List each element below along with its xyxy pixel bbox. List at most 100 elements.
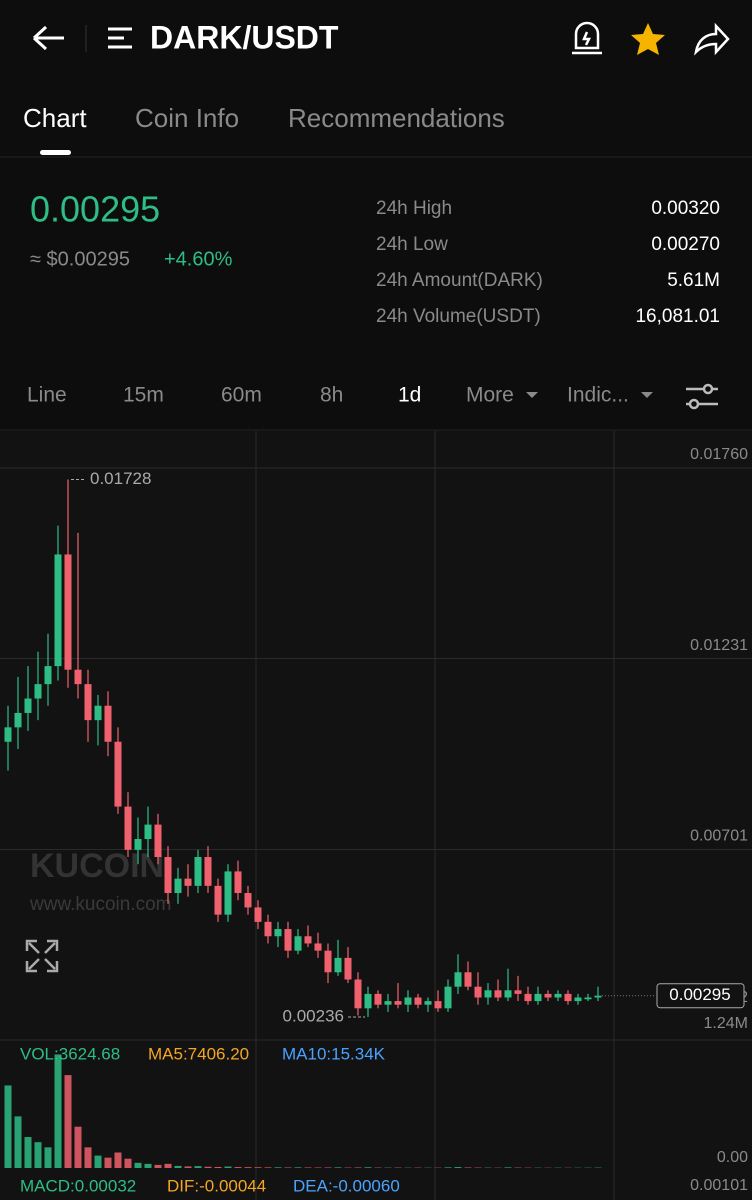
- last-price: 0.00295: [30, 189, 160, 230]
- y-tick-label: 0.01760: [690, 446, 748, 463]
- candle-body: [524, 993, 532, 1002]
- volume-bar: [164, 1163, 172, 1168]
- dea-label: DEA:-0.00060: [293, 1176, 400, 1195]
- candle-body: [394, 1001, 402, 1005]
- candle-body: [434, 1001, 442, 1009]
- volume-bar: [324, 1167, 332, 1168]
- candle-body: [414, 997, 422, 1005]
- volume-bar: [44, 1147, 52, 1168]
- y-tick-label: 0.01231: [690, 637, 748, 654]
- watermark-brand: KUCOIN: [30, 847, 164, 885]
- share-button[interactable]: [694, 22, 730, 56]
- candle-body: [84, 684, 92, 721]
- timeframe[interactable]: 8h: [320, 384, 343, 407]
- candle-body: [134, 839, 142, 850]
- menu-icon: [108, 27, 132, 49]
- candle-body: [294, 936, 302, 951]
- stat-value: 0.00320: [651, 198, 720, 219]
- macd-label: MACD:0.00032: [20, 1176, 136, 1195]
- timeframe[interactable]: 15m: [123, 384, 164, 407]
- pair-title: DARK/USDT: [150, 19, 339, 55]
- candle-body: [94, 705, 102, 721]
- macd-axis-label: 0.00101: [690, 1177, 748, 1194]
- volume-bar: [74, 1126, 82, 1168]
- timeframe[interactable]: 60m: [221, 384, 262, 407]
- timeframe[interactable]: More: [466, 384, 514, 407]
- candle-body: [234, 871, 242, 894]
- volume-bar: [224, 1166, 232, 1168]
- candle-body: [214, 885, 222, 915]
- settings-knob: [702, 383, 714, 395]
- settings-knob: [688, 398, 700, 410]
- volume-bar: [194, 1166, 202, 1168]
- volume-bar: [364, 1167, 372, 1168]
- candle-body: [574, 997, 582, 1002]
- candle-body: [504, 990, 512, 998]
- tab[interactable]: Coin Info: [135, 103, 239, 133]
- dif-label: DIF:-0.00044: [167, 1176, 266, 1195]
- candle-body: [224, 871, 232, 915]
- volume-bar: [234, 1167, 242, 1168]
- candle-body: [514, 990, 522, 994]
- volume-bar: [34, 1142, 42, 1168]
- volume-bar: [124, 1158, 132, 1168]
- timeframe[interactable]: Line: [27, 384, 67, 407]
- alert-button[interactable]: [572, 21, 602, 55]
- dropdown-caret: [526, 392, 538, 398]
- candle-body: [554, 993, 562, 998]
- volume-tick-label: 1.24M: [704, 1015, 748, 1032]
- stat-value: 5.61M: [667, 270, 720, 291]
- fullscreen-icon: [25, 939, 59, 973]
- volume-bar: [104, 1157, 112, 1168]
- candle-body: [324, 950, 332, 973]
- volume-bar: [24, 1137, 32, 1168]
- volume-bar: [54, 1054, 62, 1168]
- timeframe[interactable]: 1d: [398, 384, 421, 407]
- stat-label: 24h Amount(DARK): [376, 270, 543, 291]
- settings-button[interactable]: [686, 383, 718, 410]
- candle-body: [564, 993, 572, 1002]
- tab[interactable]: Chart: [23, 103, 87, 133]
- tab[interactable]: Recommendations: [288, 103, 505, 133]
- last-price-box: [656, 983, 745, 1009]
- vol-label: VOL:3624.68: [20, 1044, 120, 1063]
- macd-axis-label: 0.00: [717, 1149, 748, 1166]
- candle-body: [264, 921, 272, 937]
- candle-body: [124, 806, 132, 850]
- favorite-star[interactable]: [631, 23, 665, 55]
- stat-value: 0.00270: [651, 234, 720, 255]
- candle-body: [14, 712, 22, 728]
- alert-icon: [572, 21, 602, 55]
- volume-bar: [254, 1167, 262, 1168]
- candle-body: [474, 986, 482, 998]
- volume-bar: [204, 1166, 212, 1168]
- candle-body: [364, 993, 372, 1009]
- volume-bar: [454, 1167, 462, 1168]
- volume-bar: [64, 1075, 72, 1168]
- candle-body: [64, 554, 72, 670]
- stat-label: 24h High: [376, 198, 452, 219]
- candle-body: [354, 979, 362, 1009]
- tab-indicator: [40, 150, 71, 155]
- volume-bar: [334, 1167, 342, 1168]
- volume-bar: [244, 1167, 252, 1168]
- back-button[interactable]: [32, 25, 64, 51]
- candle-body: [4, 727, 12, 742]
- high-marker: 0.01728: [90, 469, 151, 488]
- candle-body: [314, 943, 322, 951]
- volume-bar: [14, 1116, 22, 1168]
- candle-body: [584, 997, 592, 1000]
- volume-bar: [144, 1163, 152, 1168]
- y-tick-label: 0.00701: [690, 828, 748, 845]
- dropdown-caret: [641, 392, 653, 398]
- fullscreen-button[interactable]: [25, 939, 59, 973]
- timeframe[interactable]: Indic...: [567, 384, 629, 407]
- chart-area: [0, 431, 752, 1200]
- candle-body: [204, 857, 212, 886]
- menu-button[interactable]: [108, 27, 132, 49]
- ma10-label: MA10:15.34K: [282, 1044, 386, 1063]
- candle-body: [334, 957, 342, 973]
- volume-bar: [464, 1167, 472, 1168]
- candle-body: [284, 929, 292, 951]
- candle-body: [24, 698, 32, 713]
